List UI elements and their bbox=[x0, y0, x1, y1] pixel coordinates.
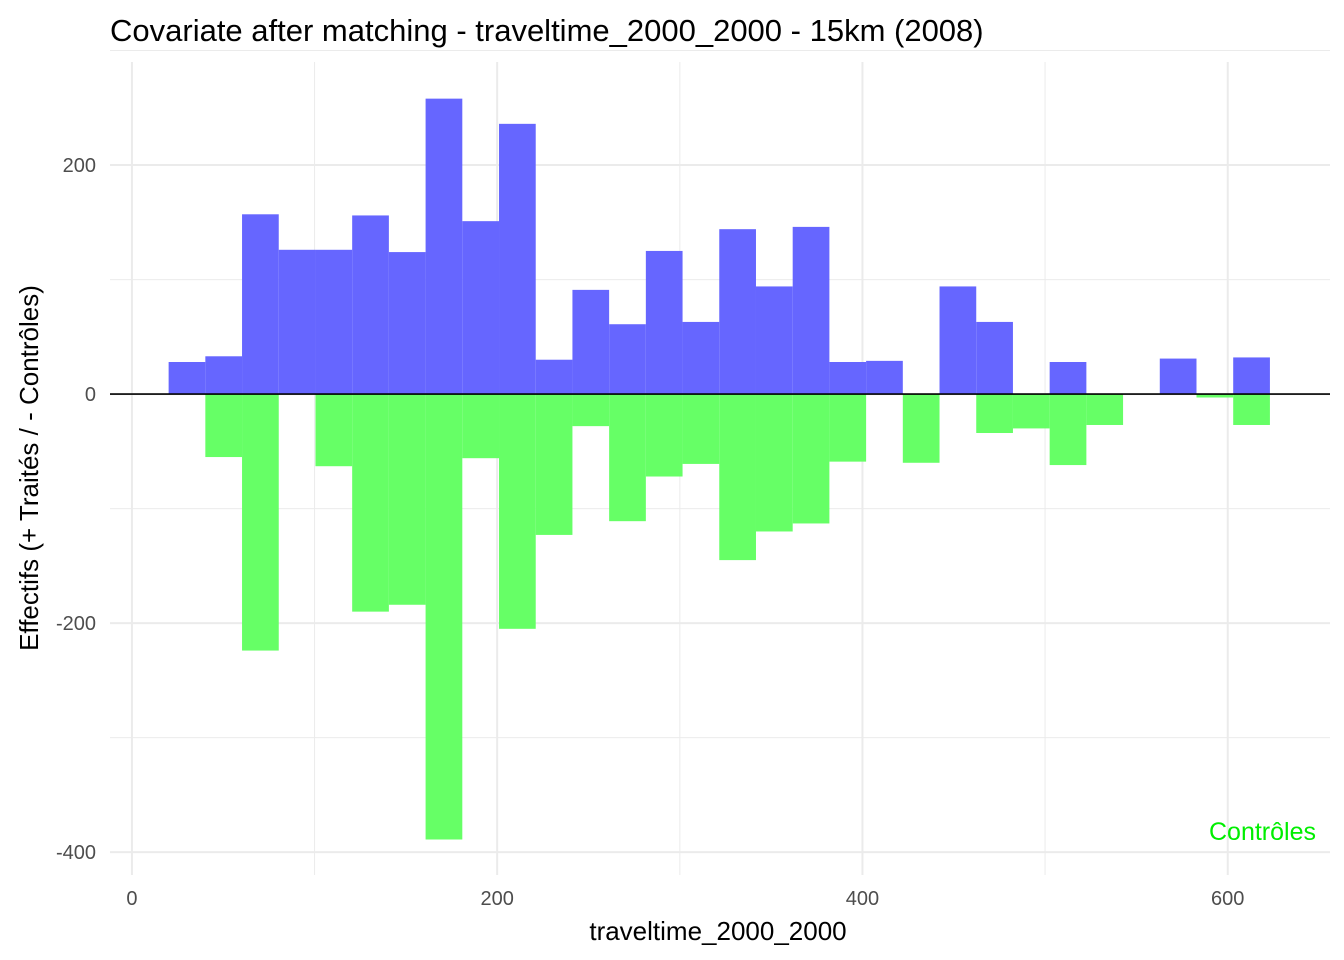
control-bar bbox=[792, 394, 830, 524]
treated-bar bbox=[939, 286, 977, 395]
control-bar bbox=[205, 394, 243, 458]
control-bar bbox=[645, 394, 683, 477]
x-tick-label: 200 bbox=[480, 888, 513, 910]
y-tick-label: 0 bbox=[85, 384, 96, 406]
control-bar bbox=[388, 394, 426, 605]
control-bar bbox=[609, 394, 646, 522]
x-axis-tick-labels: 0 200 400 600 bbox=[126, 888, 1244, 910]
control-bar bbox=[682, 394, 720, 464]
control-bars bbox=[205, 394, 1270, 840]
treated-bar bbox=[205, 356, 243, 395]
control-bar bbox=[462, 394, 500, 459]
treated-bar bbox=[499, 123, 536, 395]
control-bar bbox=[1196, 394, 1234, 398]
x-tick-label: 0 bbox=[126, 888, 137, 910]
control-bar bbox=[1049, 394, 1087, 466]
control-bar bbox=[499, 394, 536, 629]
treated-bar bbox=[535, 359, 573, 395]
treated-bar bbox=[719, 229, 756, 395]
treated-bar bbox=[242, 214, 279, 395]
treated-bar bbox=[866, 360, 903, 395]
treated-bar bbox=[278, 249, 316, 395]
control-bar bbox=[242, 394, 279, 651]
treated-bar bbox=[168, 362, 206, 395]
treated-bar bbox=[1159, 358, 1197, 395]
treated-bar bbox=[388, 252, 426, 395]
treated-bar bbox=[609, 324, 646, 395]
control-bar bbox=[1086, 394, 1124, 425]
y-axis-tick-labels: -400 -200 0 200 bbox=[56, 155, 96, 864]
control-bar bbox=[535, 394, 573, 535]
control-bar bbox=[352, 394, 389, 612]
control-bar bbox=[315, 394, 353, 467]
control-bar bbox=[829, 394, 867, 462]
treated-bar bbox=[1233, 357, 1270, 395]
control-bar bbox=[425, 394, 463, 840]
treated-bar bbox=[572, 289, 610, 395]
treated-bar bbox=[425, 98, 463, 395]
treated-bar bbox=[645, 250, 683, 395]
treated-bar bbox=[976, 321, 1013, 395]
x-axis-title: traveltime_2000_2000 bbox=[589, 916, 846, 946]
control-bar bbox=[976, 394, 1013, 434]
chart-title: Covariate after matching - traveltime_20… bbox=[110, 13, 984, 48]
treated-bars bbox=[168, 98, 1270, 395]
treated-bar bbox=[682, 321, 720, 395]
control-bar bbox=[719, 394, 756, 561]
control-bar bbox=[902, 394, 940, 463]
treated-bar bbox=[1049, 362, 1087, 395]
treated-bar bbox=[829, 362, 867, 395]
x-tick-label: 400 bbox=[846, 888, 879, 910]
treated-bar bbox=[315, 249, 353, 395]
treated-bar bbox=[352, 215, 389, 395]
treated-bar bbox=[755, 286, 793, 395]
y-tick-label: 200 bbox=[63, 155, 96, 177]
control-bar bbox=[1012, 394, 1050, 429]
y-axis-title: Effectifs (+ Traités / - Contrôles) bbox=[14, 285, 44, 651]
control-bar bbox=[1233, 394, 1270, 425]
y-tick-label: -200 bbox=[56, 613, 96, 635]
control-bar bbox=[572, 394, 610, 427]
y-tick-label: -400 bbox=[56, 842, 96, 864]
treated-bar bbox=[792, 226, 830, 395]
controls-annotation: Contrôles bbox=[1209, 818, 1316, 846]
x-tick-label: 600 bbox=[1211, 888, 1244, 910]
control-bar bbox=[755, 394, 793, 532]
treated-bar bbox=[462, 221, 500, 395]
